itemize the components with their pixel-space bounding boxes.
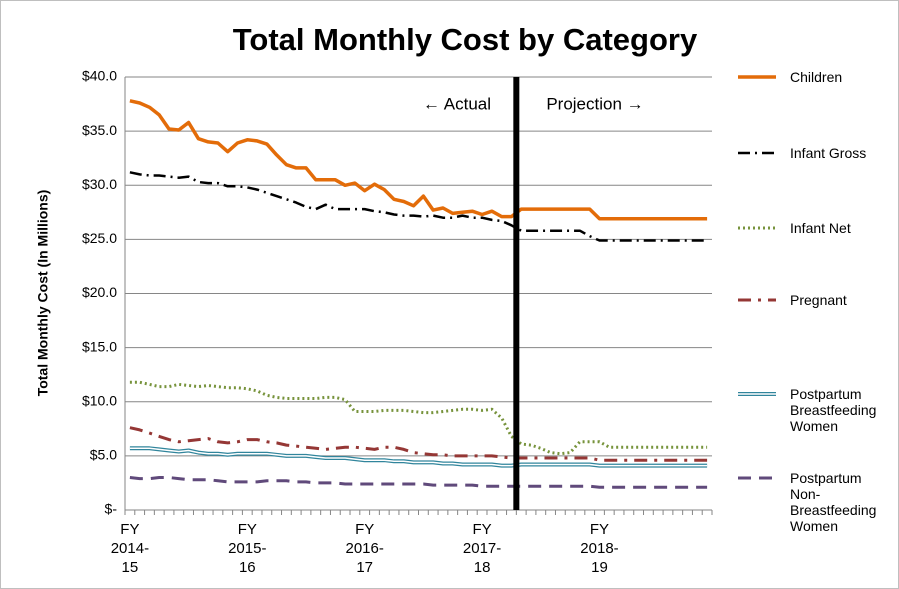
legend-label: Postpartum Breastfeeding Women xyxy=(790,386,877,434)
chart-title: Total Monthly Cost by Category xyxy=(233,22,698,57)
y-tick-label: $25.0 xyxy=(82,230,117,246)
series-line-inner xyxy=(129,447,708,467)
y-tick-label: $40.0 xyxy=(82,68,117,84)
legend-label: Infant Gross xyxy=(790,145,867,161)
legend-label: Children xyxy=(790,69,843,85)
y-axis-title: Total Monthly Cost (In Millions) xyxy=(35,190,51,397)
series-line xyxy=(129,171,708,242)
y-tick-label: $5.0 xyxy=(90,447,117,463)
y-tick-label: $35.0 xyxy=(82,122,117,138)
y-tick-label: $- xyxy=(105,501,118,517)
legend-label: Postpartum Non-Breastfeeding Women xyxy=(790,470,877,534)
x-tick-label: FY 2018-19 xyxy=(580,521,619,576)
series-line xyxy=(129,380,708,456)
x-tick-label: FY 2015-16 xyxy=(228,521,267,576)
annotation: ← Actual xyxy=(423,94,491,113)
series-line xyxy=(129,99,708,221)
y-tick-label: $15.0 xyxy=(82,338,117,354)
x-tick-label: FY 2017-18 xyxy=(462,521,502,576)
legend-label: Infant Net xyxy=(790,220,851,236)
y-tick-label: $10.0 xyxy=(82,392,117,408)
series-line xyxy=(129,426,708,462)
annotation: Projection → xyxy=(546,94,643,113)
legend-label: Pregnant xyxy=(790,292,847,308)
series-line xyxy=(129,476,708,489)
x-tick-label: FY 2016-17 xyxy=(345,521,384,576)
y-tick-label: $20.0 xyxy=(82,284,117,300)
y-tick-label: $30.0 xyxy=(82,176,117,192)
x-tick-label: FY 2014-15 xyxy=(110,521,150,576)
